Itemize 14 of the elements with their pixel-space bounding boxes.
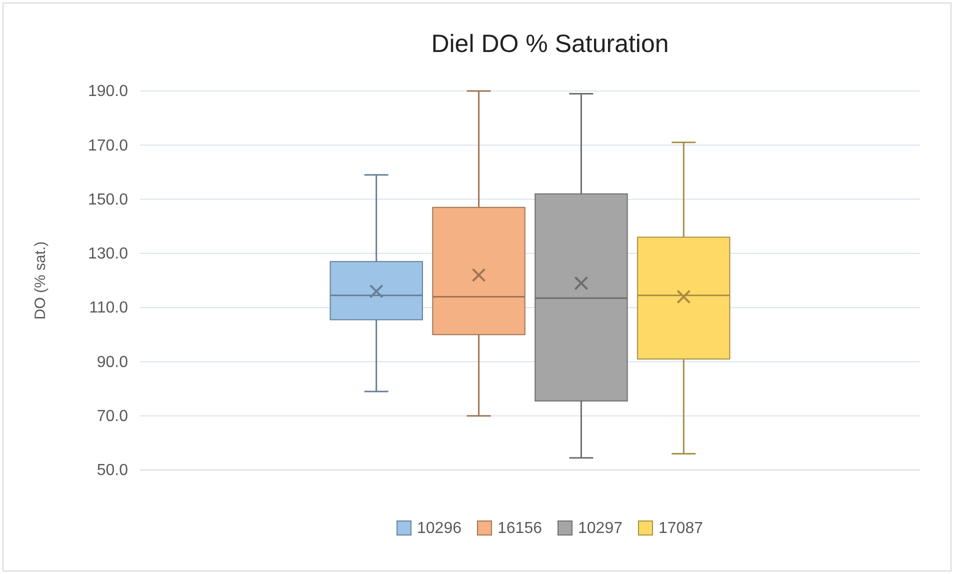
legend-label: 10296 [417,520,462,537]
y-tick-label: 130.0 [88,246,128,263]
y-tick-label: 190.0 [88,83,128,100]
y-tick-label: 50.0 [96,462,128,480]
y-tick-label: 110.0 [89,300,128,317]
legend-label: 10297 [578,520,623,537]
y-tick-label: 70.0 [96,408,128,425]
y-tick-label: 90.0 [96,354,128,371]
legend-label: 17087 [658,520,704,537]
y-tick-label: 170.0 [88,137,128,154]
chart-title: Diel DO % Saturation [431,30,669,58]
legend-label: 16156 [498,520,542,537]
y-tick-label: 150.0 [88,191,128,208]
y-axis-title: DO (% sat.) [32,241,49,320]
